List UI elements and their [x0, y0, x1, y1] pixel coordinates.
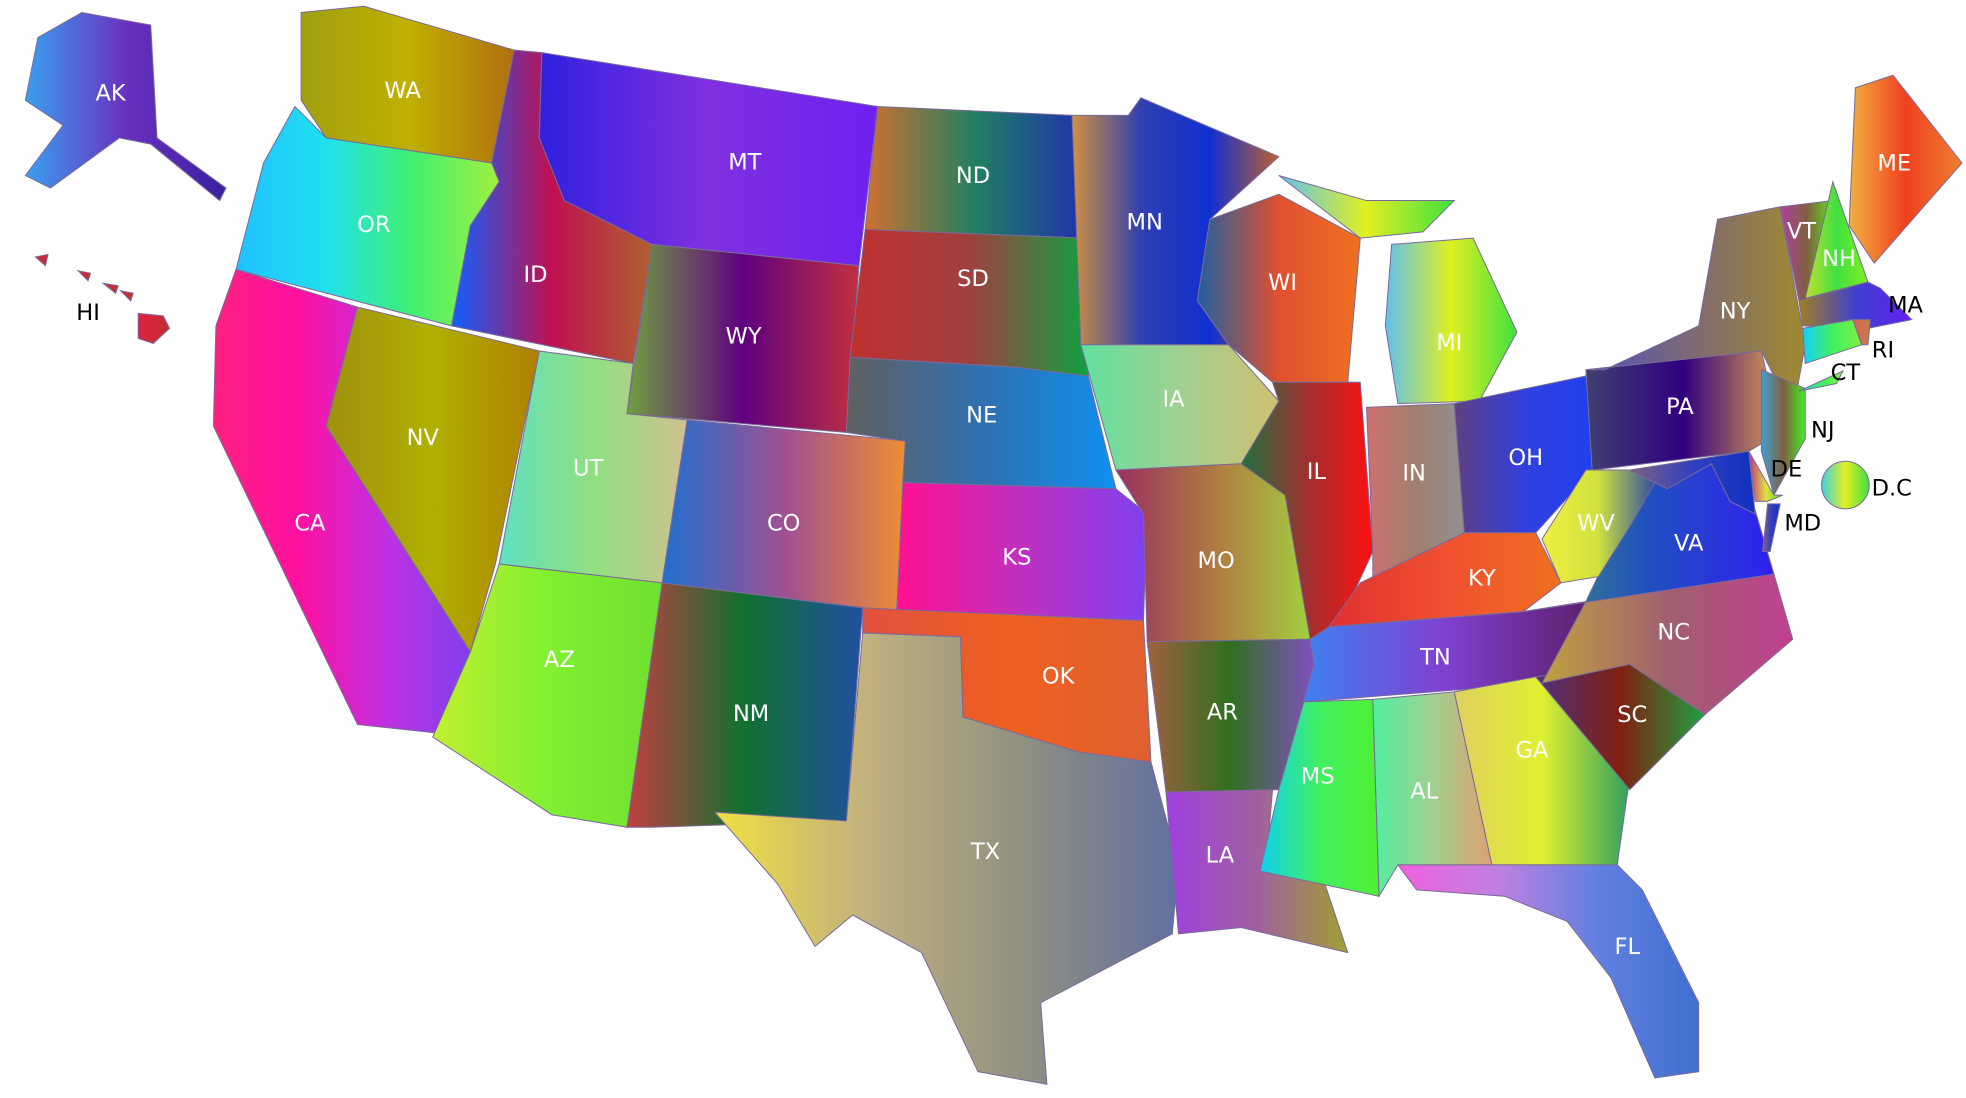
- state-shape-hi[interactable]: [137, 312, 171, 345]
- state-shape-ct[interactable]: [1798, 369, 1844, 392]
- state-shape-hi[interactable]: [76, 269, 92, 282]
- state-md[interactable]: [1628, 450, 1781, 553]
- state-label-al: AL: [1410, 779, 1438, 805]
- state-shape-hi[interactable]: [34, 253, 49, 267]
- state-shape-sd[interactable]: [849, 228, 1089, 377]
- state-label-ar: AR: [1207, 700, 1238, 726]
- state-label-ut: UT: [573, 455, 604, 481]
- state-label-de: DE: [1771, 457, 1803, 483]
- state-label-nm: NM: [733, 701, 769, 727]
- state-label-ia: IA: [1162, 386, 1185, 412]
- state-label-ok: OK: [1042, 663, 1076, 689]
- state-label-az: AZ: [544, 647, 575, 673]
- state-shape-la[interactable]: [1165, 789, 1349, 954]
- state-me[interactable]: [1848, 74, 1963, 265]
- state-label-nh: NH: [1822, 246, 1856, 272]
- state-shape-ri[interactable]: [1852, 319, 1871, 346]
- state-ma[interactable]: [1798, 281, 1913, 329]
- state-nv[interactable]: [325, 306, 540, 653]
- state-nj[interactable]: [1760, 368, 1806, 497]
- state-label-hi: HI: [76, 300, 100, 326]
- state-label-md: MD: [1784, 510, 1821, 536]
- state-label-tn: TN: [1419, 645, 1451, 671]
- state-shape-mi[interactable]: [1384, 237, 1518, 405]
- state-ct[interactable]: [1798, 319, 1863, 392]
- state-label-mo: MO: [1198, 548, 1235, 574]
- state-label-sc: SC: [1617, 702, 1647, 728]
- state-shape-ak[interactable]: [24, 12, 227, 202]
- state-labels: AK HI WA OR CA NV ID MT WY UT CO AZ NM ND SD NE KS OK TX MN…: [76, 78, 1923, 960]
- state-shape-hi[interactable]: [119, 289, 134, 302]
- state-label-ca: CA: [294, 510, 326, 536]
- state-shape-de[interactable]: [1748, 450, 1783, 502]
- state-label-ne: NE: [966, 403, 997, 429]
- state-shape-oh[interactable]: [1453, 375, 1599, 534]
- state-label-va: VA: [1674, 530, 1704, 556]
- state-shape-md[interactable]: [1628, 450, 1756, 515]
- state-shape-ma[interactable]: [1798, 281, 1913, 329]
- state-shape-mi[interactable]: [1278, 174, 1456, 239]
- state-shape-ms[interactable]: [1259, 698, 1380, 897]
- state-tx[interactable]: [713, 632, 1180, 1085]
- state-label-ak: AK: [96, 81, 127, 107]
- state-label-mi: MI: [1436, 330, 1462, 356]
- state-ak[interactable]: [24, 12, 227, 202]
- state-label-sd: SD: [957, 266, 989, 292]
- state-label-me: ME: [1877, 151, 1911, 177]
- state-label-co: CO: [767, 510, 801, 536]
- state-sd[interactable]: [849, 228, 1089, 377]
- state-oh[interactable]: [1453, 375, 1599, 534]
- state-la[interactable]: [1165, 789, 1349, 954]
- state-shape-fl[interactable]: [1396, 864, 1700, 1079]
- state-shape-dc[interactable]: [1821, 460, 1870, 510]
- state-shape-ga[interactable]: [1453, 676, 1631, 866]
- state-shape-me[interactable]: [1848, 74, 1963, 265]
- state-shape-hi[interactable]: [101, 282, 119, 295]
- state-label-nj: NJ: [1811, 418, 1835, 444]
- state-hi[interactable]: [34, 253, 171, 345]
- state-label-wy: WY: [726, 324, 762, 350]
- state-shape-nv[interactable]: [325, 306, 540, 653]
- state-label-ks: KS: [1002, 544, 1031, 570]
- state-label-ga: GA: [1516, 737, 1549, 763]
- state-shape-md[interactable]: [1762, 503, 1781, 553]
- state-label-wi: WI: [1268, 270, 1297, 296]
- state-label-nv: NV: [407, 425, 440, 451]
- state-label-id: ID: [524, 262, 548, 288]
- state-label-ri: RI: [1872, 337, 1894, 363]
- state-shape-nj[interactable]: [1760, 368, 1806, 497]
- state-label-nd: ND: [956, 163, 990, 189]
- state-label-nc: NC: [1657, 619, 1690, 645]
- state-label-wa: WA: [384, 78, 421, 104]
- state-label-mn: MN: [1127, 210, 1163, 236]
- state-label-la: LA: [1206, 843, 1235, 869]
- state-label-ky: KY: [1468, 566, 1496, 592]
- state-label-or: OR: [357, 212, 391, 238]
- state-label-in: IN: [1402, 460, 1426, 486]
- state-label-oh: OH: [1508, 445, 1543, 471]
- state-label-wv: WV: [1577, 510, 1615, 536]
- state-dc[interactable]: [1821, 460, 1870, 510]
- state-label-il: IL: [1307, 459, 1327, 485]
- state-shape-tx[interactable]: [713, 632, 1180, 1085]
- state-label-fl: FL: [1614, 934, 1640, 960]
- state-label-mt: MT: [728, 149, 761, 175]
- state-label-vt: VT: [1787, 218, 1816, 244]
- state-label-ma: MA: [1888, 292, 1923, 318]
- state-mi[interactable]: [1278, 174, 1518, 405]
- state-ga[interactable]: [1453, 676, 1631, 866]
- state-de[interactable]: [1748, 450, 1783, 502]
- state-ms[interactable]: [1259, 698, 1380, 897]
- state-label-tx: TX: [970, 839, 1000, 865]
- state-label-ny: NY: [1720, 299, 1751, 325]
- state-fl[interactable]: [1396, 864, 1700, 1079]
- state-label-ms: MS: [1301, 764, 1335, 790]
- state-label-ct: CT: [1831, 360, 1861, 386]
- state-ri[interactable]: [1852, 319, 1871, 346]
- state-shapes: [24, 5, 1963, 1085]
- state-label-dc: D.C: [1872, 475, 1912, 501]
- state-label-pa: PA: [1666, 394, 1694, 420]
